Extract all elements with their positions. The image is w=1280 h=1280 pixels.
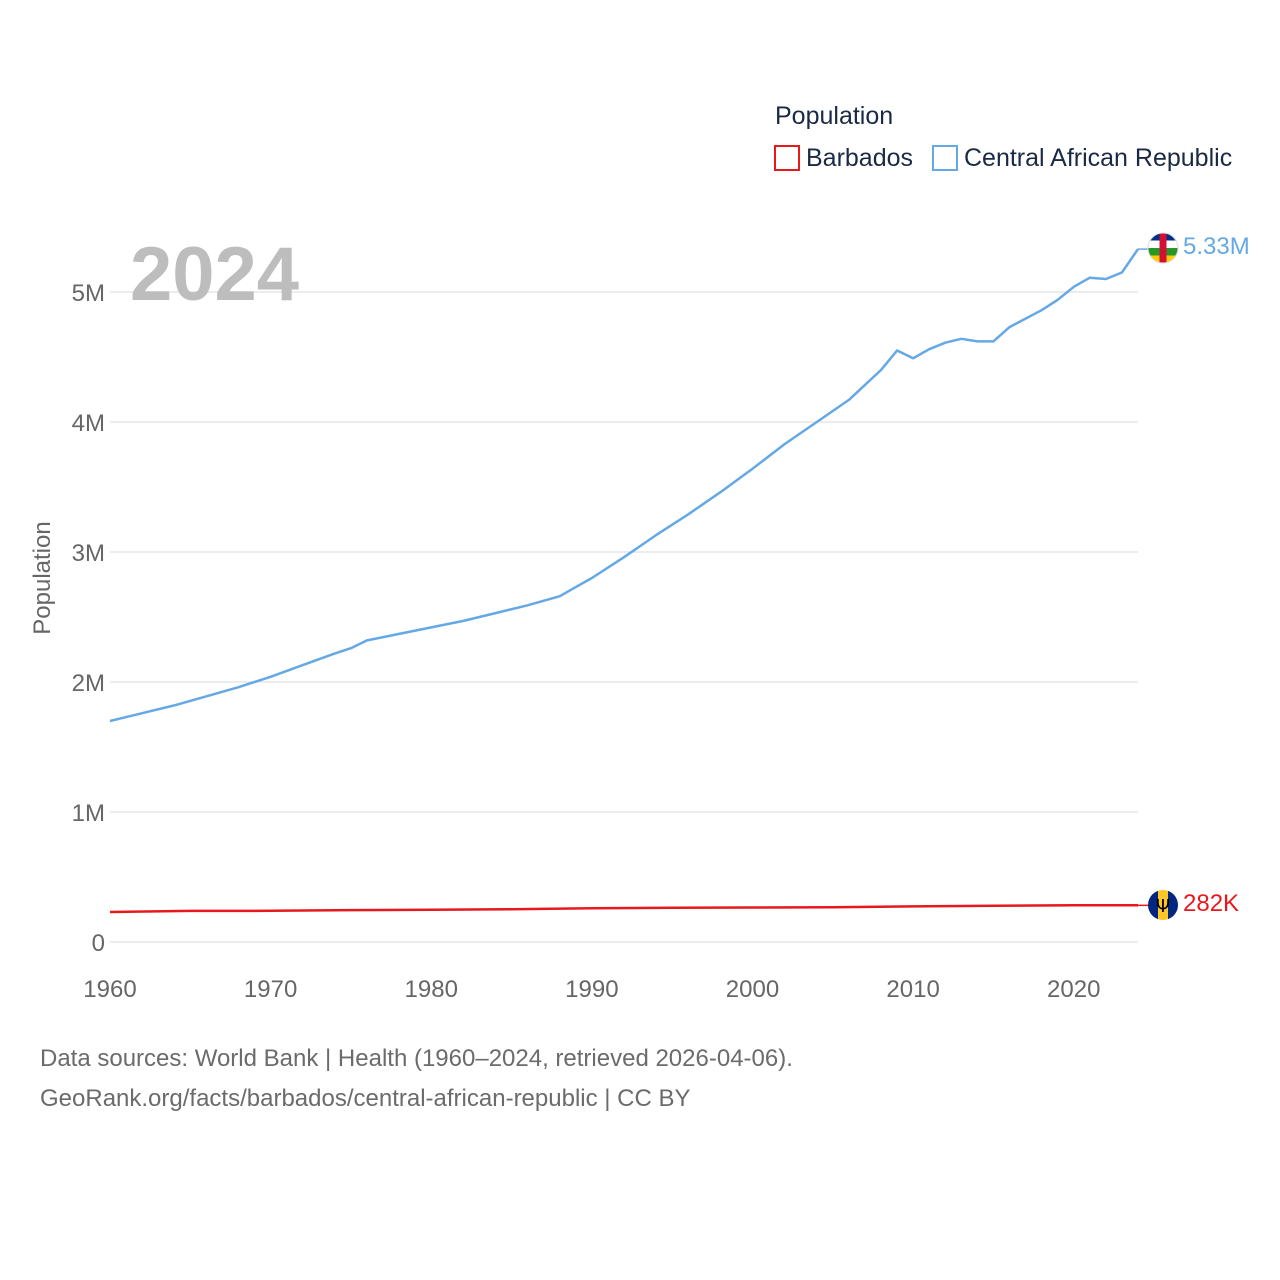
barbados-flag-icon: Ψ: [1148, 890, 1178, 920]
legend-title: Population: [775, 102, 893, 130]
x-tick-label: 2020: [1047, 976, 1100, 1003]
x-axis-ticks: 1960 1970 1980 1990 2000 2010 2020: [83, 976, 1100, 1003]
source-line-2: GeoRank.org/facts/barbados/central-afric…: [40, 1085, 691, 1112]
y-tick-label: 4M: [72, 410, 105, 437]
legend: Population Barbados Central African Repu…: [774, 102, 1232, 172]
y-tick-label: 0: [92, 930, 105, 957]
y-tick-label: 5M: [72, 280, 105, 307]
legend-entry-central-african-republic[interactable]: Central African Republic: [964, 144, 1232, 172]
year-label: 2024: [130, 232, 299, 317]
x-tick-label: 1980: [405, 976, 458, 1003]
series-line-central-african-republic[interactable]: [109, 248, 1140, 723]
x-tick-label: 1960: [83, 976, 136, 1003]
grid-lines: [110, 291, 1138, 943]
y-tick-label: 3M: [72, 540, 105, 567]
x-tick-label: 2010: [886, 976, 939, 1003]
y-axis-label: Population: [29, 521, 56, 634]
x-tick-label: 1990: [565, 976, 618, 1003]
source-line-1: Data sources: World Bank | Health (1960–…: [40, 1045, 793, 1072]
end-label-central-african-republic: 5.33M: [1183, 233, 1250, 260]
legend-swatch-central-african-republic: [932, 145, 958, 171]
y-tick-label: 1M: [72, 800, 105, 827]
central-african-republic-flag-icon: [1147, 232, 1179, 264]
svg-text:Ψ: Ψ: [1156, 896, 1170, 917]
legend-entry-barbados[interactable]: Barbados: [806, 144, 913, 172]
y-tick-label: 2M: [72, 670, 105, 697]
series-line-barbados[interactable]: [109, 904, 1138, 914]
x-tick-label: 1970: [244, 976, 297, 1003]
y-axis-ticks: 0 1M 2M 3M 4M 5M: [72, 280, 105, 957]
x-tick-label: 2000: [726, 976, 779, 1003]
end-label-barbados: 282K: [1183, 890, 1239, 917]
legend-swatch-barbados: [774, 145, 800, 171]
